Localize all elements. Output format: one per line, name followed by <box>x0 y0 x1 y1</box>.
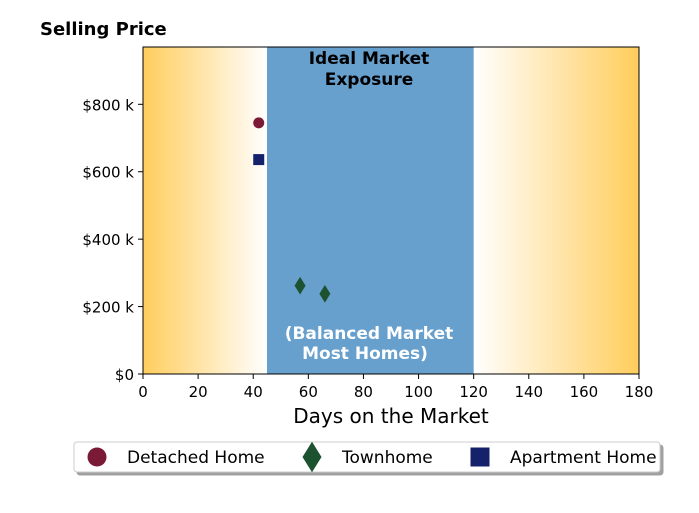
legend-marker <box>87 447 107 467</box>
x-tick-label: 100 <box>404 383 433 401</box>
gradient-right <box>473 47 639 374</box>
band-annotations: Ideal Market Exposure (Balanced Market M… <box>285 49 454 364</box>
x-tick-label: 80 <box>354 383 373 401</box>
x-axis: 0 20 40 60 80 100 120 140 160 180 <box>138 374 653 401</box>
balanced-label-line2: Most Homes) <box>302 344 428 364</box>
legend-marker <box>302 441 322 473</box>
y-axis: $0 $200 k $400 k $600 k $800 k <box>82 96 143 384</box>
x-tick-label: 20 <box>189 383 208 401</box>
ideal-label-line2: Exposure <box>325 70 414 90</box>
plot-frame <box>142 46 640 375</box>
gradient-left <box>143 47 267 374</box>
x-tick-label: 180 <box>625 383 654 401</box>
y-tick-label: $0 <box>115 366 134 384</box>
legend: Detached Home Townhome Apartment Home <box>73 441 661 473</box>
data-point <box>253 117 265 129</box>
x-tick-label: 60 <box>299 383 318 401</box>
plot-background <box>143 47 639 374</box>
data-point <box>319 284 331 303</box>
x-tick-label: 40 <box>244 383 263 401</box>
balanced-label-line1: (Balanced Market <box>285 324 454 344</box>
y-axis-title: Selling Price <box>40 19 167 40</box>
data-points <box>253 117 331 303</box>
legend-box <box>73 441 661 473</box>
legend-marker <box>470 447 490 467</box>
data-point <box>253 154 265 166</box>
x-tick-label: 160 <box>570 383 599 401</box>
x-tick-label: 0 <box>138 383 148 401</box>
y-tick-label: $800 k <box>82 96 134 114</box>
y-tick-label: $200 k <box>82 299 134 317</box>
legend-label: Townhome <box>341 448 433 468</box>
y-tick-label: $400 k <box>82 231 134 249</box>
x-tick-label: 120 <box>459 383 488 401</box>
x-tick-label: 140 <box>514 383 543 401</box>
legend-label: Detached Home <box>127 448 265 468</box>
ideal-label-line1: Ideal Market <box>309 49 430 69</box>
y-tick-label: $600 k <box>82 164 134 182</box>
ideal-market-band <box>267 47 474 374</box>
x-axis-title: Days on the Market <box>293 404 489 428</box>
ideal-band-rect <box>267 47 474 374</box>
legend-label: Apartment Home <box>510 448 657 468</box>
data-point <box>294 276 306 295</box>
